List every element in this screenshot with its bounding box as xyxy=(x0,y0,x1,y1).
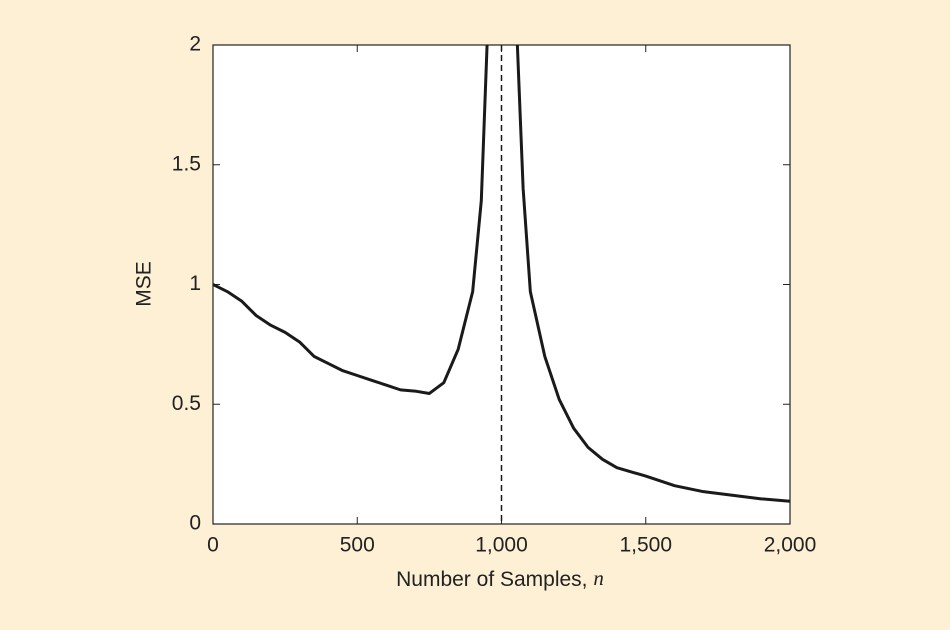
y-tick-label: 0 xyxy=(189,512,201,535)
y-axis-label: MSE xyxy=(133,261,156,307)
x-axis-label-text: Number of Samples, xyxy=(396,568,587,591)
x-tick-label: 1,500 xyxy=(619,534,672,557)
y-tick-label: 2 xyxy=(189,33,201,56)
line xyxy=(213,45,790,503)
x-tick-label: 0 xyxy=(207,534,219,557)
plot-area xyxy=(212,44,791,525)
x-axis-variable: n xyxy=(593,566,604,590)
y-tick-label: 0.5 xyxy=(172,392,201,415)
x-axis-label: Number of Samples, n xyxy=(396,566,604,591)
y-tick-label: 1 xyxy=(189,272,201,295)
y-tick-label: 1.5 xyxy=(172,152,201,175)
x-tick-label: 2,000 xyxy=(764,534,817,557)
x-tick-label: 1,000 xyxy=(475,534,528,557)
x-tick-label: 500 xyxy=(340,534,375,557)
